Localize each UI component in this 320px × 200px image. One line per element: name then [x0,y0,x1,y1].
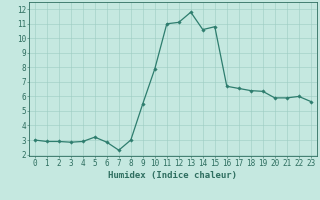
X-axis label: Humidex (Indice chaleur): Humidex (Indice chaleur) [108,171,237,180]
